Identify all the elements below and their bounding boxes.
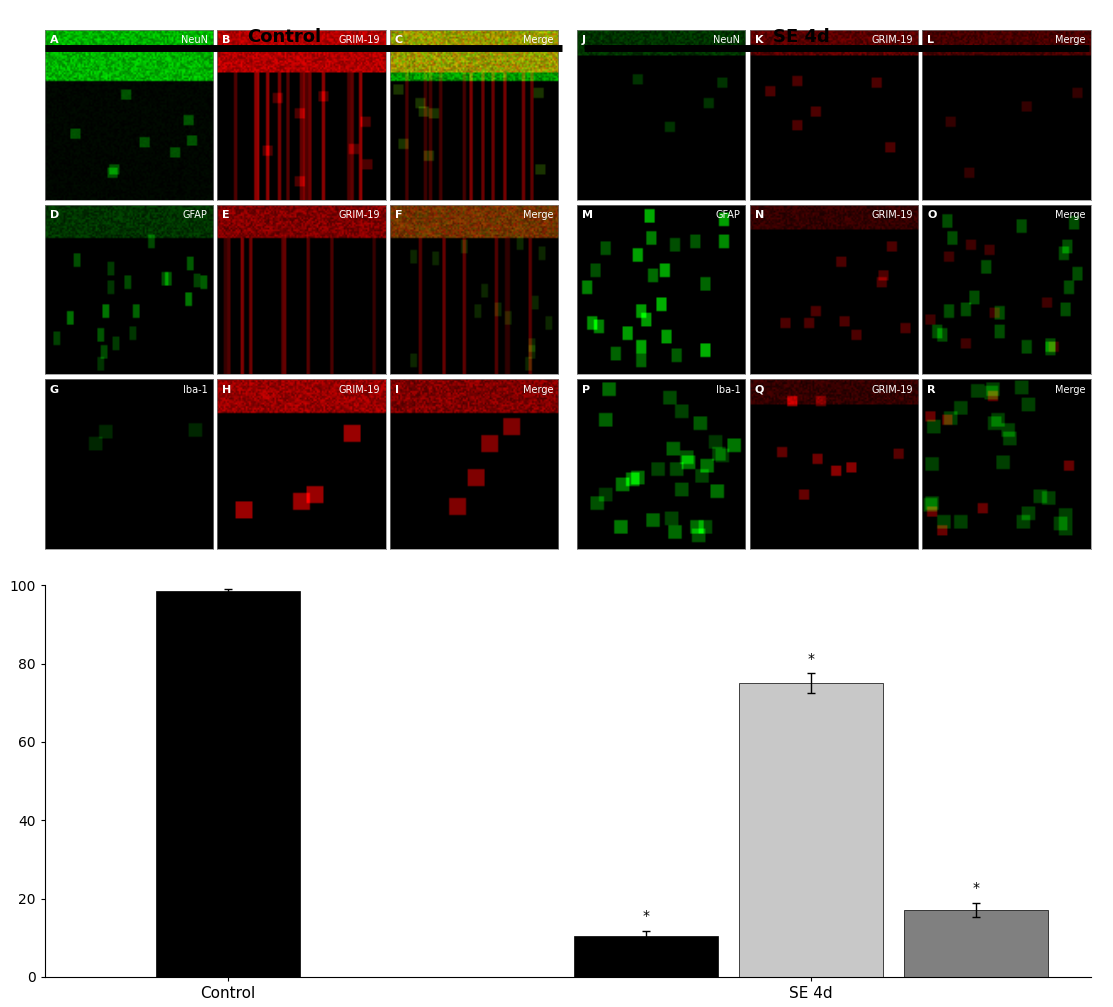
Text: Iba-1: Iba-1	[716, 385, 740, 395]
Text: GRIM-19: GRIM-19	[339, 209, 381, 220]
Text: *: *	[807, 652, 815, 666]
Text: M: M	[582, 209, 593, 220]
Text: Control: Control	[247, 28, 321, 46]
Bar	[574, 936, 718, 977]
Text: GRIM-19: GRIM-19	[871, 35, 913, 45]
Text: NeuN: NeuN	[713, 35, 740, 45]
Text: R: R	[927, 385, 936, 395]
Text: Iba-1: Iba-1	[183, 385, 208, 395]
Text: GFAP: GFAP	[183, 209, 208, 220]
Text: G: G	[50, 385, 59, 395]
Text: Q: Q	[755, 385, 765, 395]
Text: Merge: Merge	[1055, 209, 1085, 220]
Text: B: B	[223, 35, 230, 45]
Text: GRIM-19: GRIM-19	[871, 385, 913, 395]
Bar	[904, 910, 1047, 977]
Text: C: C	[395, 35, 403, 45]
Text: GRIM-19: GRIM-19	[339, 35, 381, 45]
Text: L: L	[927, 35, 935, 45]
Text: GFAP: GFAP	[716, 209, 740, 220]
Y-axis label: Colocalization ratio: Colocalization ratio	[0, 708, 3, 855]
Text: F: F	[395, 209, 403, 220]
Bar	[156, 591, 299, 977]
Text: E: E	[223, 209, 230, 220]
Text: *: *	[642, 909, 650, 923]
Text: NeuN: NeuN	[180, 35, 208, 45]
Text: O: O	[927, 209, 937, 220]
Text: GRIM-19: GRIM-19	[339, 385, 381, 395]
Text: D: D	[50, 209, 59, 220]
Text: K: K	[755, 35, 764, 45]
Text: Merge: Merge	[1055, 385, 1085, 395]
Text: *: *	[972, 881, 979, 895]
Bar	[739, 684, 883, 977]
Text: Merge: Merge	[523, 385, 553, 395]
Text: H: H	[223, 385, 232, 395]
Text: N: N	[755, 209, 764, 220]
Text: A: A	[50, 35, 58, 45]
Text: J: J	[582, 35, 587, 45]
Text: P: P	[582, 385, 590, 395]
Text: GRIM-19: GRIM-19	[871, 209, 913, 220]
Text: Merge: Merge	[523, 209, 553, 220]
Text: I: I	[395, 385, 398, 395]
Text: SE 4d: SE 4d	[774, 28, 829, 46]
Text: Merge: Merge	[1055, 35, 1085, 45]
Text: Merge: Merge	[523, 35, 553, 45]
